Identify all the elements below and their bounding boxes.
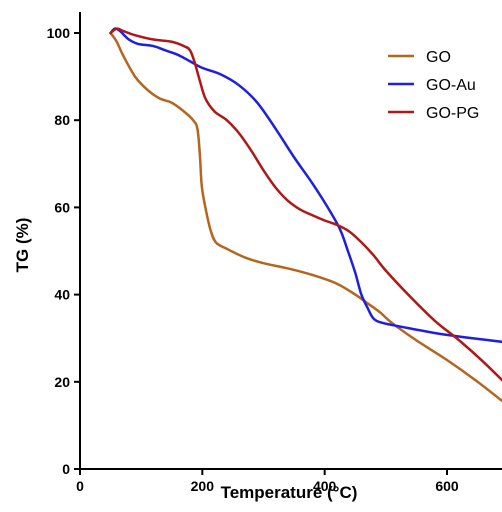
legend-label-go-au: GO-Au: [426, 77, 476, 94]
x-tick-label: 200: [191, 478, 215, 494]
legend-label-go: GO: [426, 49, 451, 66]
y-tick-label: 0: [62, 461, 70, 477]
y-tick-label: 80: [54, 112, 70, 128]
series-line-go-au: [109, 27, 502, 344]
series-line-go-pg: [109, 27, 502, 382]
series-line-go: [109, 31, 502, 403]
series-layer: [109, 27, 502, 403]
y-axis-title: TG (%): [13, 218, 32, 273]
y-tick-label: 40: [54, 287, 70, 303]
legend-label-go-pg: GO-PG: [426, 105, 479, 122]
x-axis-title: Temperature (°C): [221, 483, 358, 502]
y-tick-label: 100: [47, 25, 71, 41]
legend: GO GO-Au GO-PG: [388, 49, 479, 122]
x-tick-label: 400: [313, 478, 337, 494]
y-tick-label: 60: [54, 199, 70, 215]
y-tick-label: 20: [54, 374, 70, 390]
x-tick-label: 600: [435, 478, 459, 494]
x-tick-label: 0: [76, 478, 84, 494]
axes: 0 200 400 600 0 20 40 60 80 100: [47, 12, 502, 494]
